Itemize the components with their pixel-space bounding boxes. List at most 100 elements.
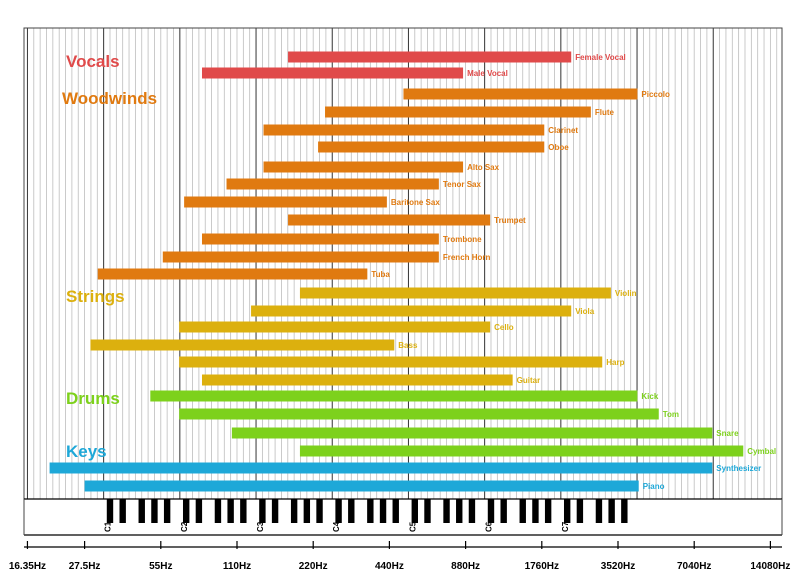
black-key: [119, 499, 126, 523]
bar-kick: [150, 390, 638, 402]
x-tick-label-880hz: 880Hz: [451, 561, 480, 572]
bar-tom: [179, 408, 659, 420]
octave-label-c3: C3: [256, 521, 265, 532]
black-key: [392, 499, 399, 523]
black-key: [595, 499, 603, 523]
black-key: [519, 499, 526, 523]
bar-snare: [231, 427, 713, 439]
bar-harp: [179, 356, 603, 368]
x-tick-label-3520hz: 3520Hz: [601, 561, 635, 572]
black-key: [259, 499, 266, 523]
bar-label-snare: Snare: [716, 429, 739, 438]
x-tick-label-55hz: 55Hz: [149, 561, 172, 572]
bar-piccolo: [403, 88, 638, 100]
bar-label-trumpet: Trumpet: [494, 216, 526, 225]
black-key: [163, 499, 171, 523]
bar-bass: [90, 339, 395, 351]
x-tick-label-27-5hz: 27.5Hz: [69, 561, 101, 572]
bar-female-vocal: [288, 51, 572, 63]
black-key: [195, 499, 203, 523]
bar-clarinet: [263, 124, 545, 136]
x-tick-label-14080hz: 14080Hz: [750, 561, 790, 572]
black-key: [424, 499, 431, 523]
bar-cello: [179, 321, 491, 333]
black-key: [182, 499, 190, 523]
bar-label-oboe: Oboe: [548, 143, 569, 152]
black-key: [576, 499, 584, 523]
black-key: [106, 499, 114, 523]
bar-label-cymbal: Cymbal: [747, 447, 776, 456]
bar-flute: [325, 106, 591, 118]
black-key: [227, 499, 234, 523]
bar-label-baritone-sax: Baritone Sax: [391, 198, 440, 207]
octave-label-c5: C5: [408, 521, 417, 532]
category-label-strings: Strings: [66, 287, 125, 306]
black-key: [443, 499, 450, 523]
bar-label-bass: Bass: [398, 341, 418, 350]
octave-label-c4: C4: [332, 521, 341, 532]
bar-label-tuba: Tuba: [371, 270, 390, 279]
bar-label-clarinet: Clarinet: [548, 126, 578, 135]
black-key: [316, 499, 323, 523]
black-key: [563, 499, 571, 523]
bar-label-alto-sax: Alto Sax: [467, 163, 500, 172]
bar-trumpet: [288, 214, 491, 226]
black-key: [621, 499, 628, 523]
bar-male-vocal: [201, 67, 464, 79]
bar-oboe: [318, 141, 545, 153]
black-key: [151, 499, 158, 523]
bar-label-trombone: Trombone: [443, 235, 482, 244]
bar-label-piano: Piano: [643, 482, 665, 491]
bar-label-tom: Tom: [663, 410, 679, 419]
x-tick-label-220hz: 220Hz: [299, 561, 328, 572]
bar-tuba: [97, 268, 368, 280]
piano-keyboard: C1 C2 C3 C4 C5 C6 C7: [104, 499, 628, 532]
bar-label-guitar: Guitar: [517, 376, 541, 385]
bar-label-female-vocal: Female Vocal: [575, 53, 626, 62]
x-axis: 16.35Hz 27.5Hz 55Hz 110Hz 220Hz 440Hz 880Hz 176…: [9, 541, 790, 572]
bar-piano: [84, 480, 639, 492]
octave-label-c6: C6: [485, 521, 494, 532]
bar-label-piccolo: Piccolo: [641, 90, 670, 99]
category-label-keys: Keys: [66, 442, 107, 461]
category-label-drums: Drums: [66, 389, 120, 408]
black-key: [532, 499, 539, 523]
bar-synthesizer: [49, 462, 713, 474]
black-key: [348, 499, 355, 523]
black-key: [500, 499, 507, 523]
x-tick-label-440hz: 440Hz: [375, 561, 404, 572]
black-key: [138, 499, 145, 523]
bar-label-kick: Kick: [641, 392, 658, 401]
bar-cymbal: [299, 445, 744, 457]
black-key: [335, 499, 342, 523]
bar-baritone-sax: [184, 196, 387, 208]
octave-label-c2: C2: [180, 521, 189, 532]
bar-label-cello: Cello: [494, 323, 514, 332]
black-key: [411, 499, 418, 523]
bar-viola: [251, 305, 572, 317]
bar-label-viola: Viola: [575, 307, 595, 316]
bar-label-male-vocal: Male Vocal: [467, 69, 508, 78]
black-key: [303, 499, 311, 523]
black-key: [487, 499, 495, 523]
x-tick-label-16-35hz: 16.35Hz: [9, 561, 46, 572]
bar-violin: [299, 287, 611, 299]
black-key: [240, 499, 247, 523]
x-tick-label-110hz: 110Hz: [223, 561, 251, 572]
bars: Female Vocal Male Vocal Piccolo Flute Clarin…: [49, 51, 776, 492]
x-tick-label-7040hz: 7040Hz: [677, 561, 711, 572]
bar-label-french-horn: French Horn: [443, 253, 491, 262]
black-key: [608, 499, 615, 523]
category-label-woodwinds: Woodwinds: [62, 89, 157, 108]
black-key: [456, 499, 463, 523]
bar-label-tenor-sax: Tenor Sax: [443, 180, 482, 189]
black-key: [544, 499, 552, 523]
plot-frame: [23, 27, 783, 536]
black-key: [468, 499, 476, 523]
bar-trombone: [201, 233, 439, 245]
bar-label-harp: Harp: [606, 358, 624, 367]
bar-french-horn: [162, 251, 439, 263]
bar-tenor-sax: [226, 178, 439, 190]
bar-label-synthesizer: Synthesizer: [716, 464, 761, 473]
